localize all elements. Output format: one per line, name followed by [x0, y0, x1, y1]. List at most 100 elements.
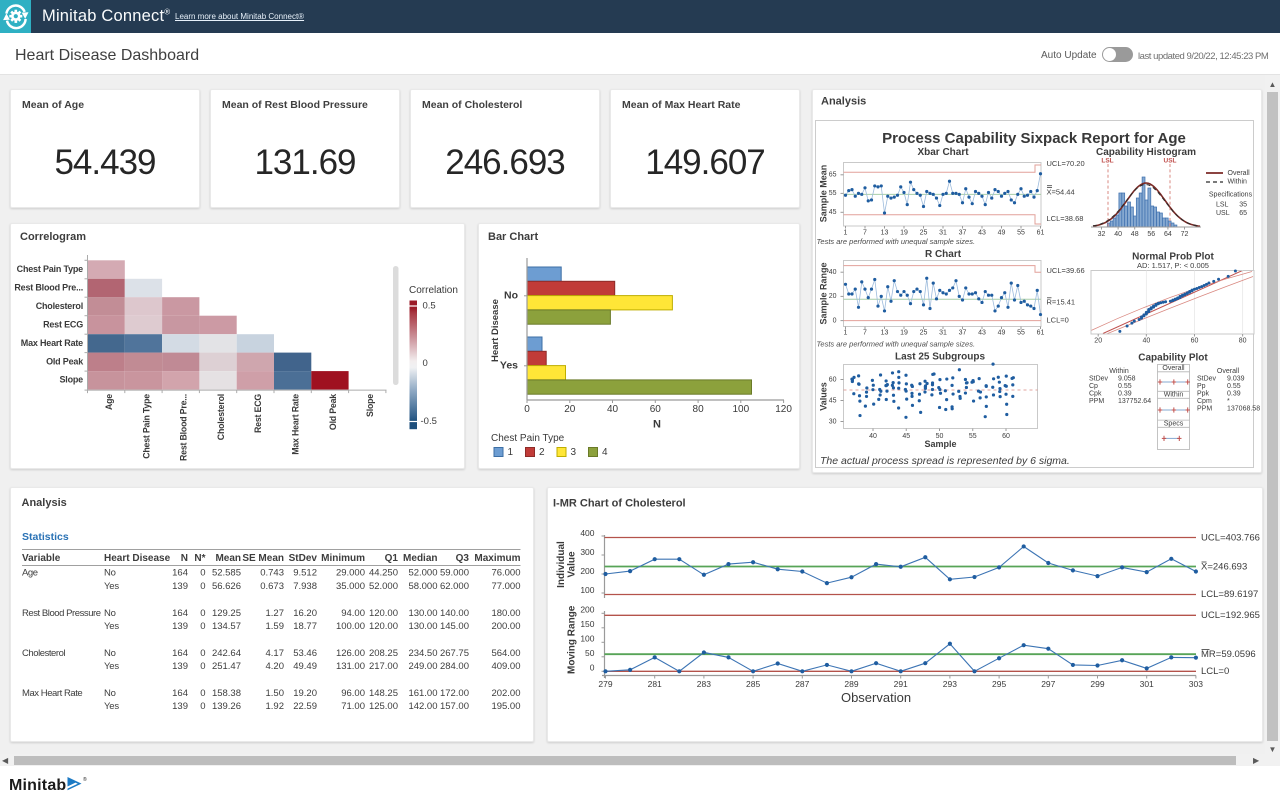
svg-text:409.00: 409.00: [491, 661, 520, 672]
svg-text:164: 164: [172, 608, 188, 619]
svg-text:299: 299: [1090, 679, 1104, 689]
svg-text:60: 60: [829, 376, 837, 383]
svg-text:126.00: 126.00: [336, 648, 365, 659]
svg-text:40: 40: [869, 433, 877, 440]
svg-text:Ppk: Ppk: [1197, 390, 1210, 397]
svg-text:Within: Within: [1228, 179, 1248, 186]
svg-text:22.59: 22.59: [293, 701, 317, 712]
svg-text:0: 0: [524, 404, 530, 415]
svg-text:279: 279: [598, 679, 612, 689]
svg-text:120: 120: [775, 404, 792, 415]
svg-text:100.00: 100.00: [336, 621, 365, 632]
svg-text:180.00: 180.00: [491, 608, 520, 619]
svg-text:0.743: 0.743: [260, 568, 284, 579]
svg-text:N: N: [181, 553, 188, 564]
svg-text:Chest Pain Type: Chest Pain Type: [17, 264, 84, 274]
svg-text:139: 139: [172, 581, 188, 592]
svg-text:-0.5: -0.5: [421, 416, 437, 427]
svg-text:77.000: 77.000: [491, 581, 520, 592]
svg-text:X=246.693: X=246.693: [1201, 562, 1247, 573]
svg-text:96.00: 96.00: [341, 688, 365, 699]
svg-text:Slope: Slope: [59, 375, 83, 385]
svg-text:49: 49: [998, 229, 1006, 236]
svg-text:No: No: [504, 290, 518, 302]
svg-text:62.000: 62.000: [440, 581, 469, 592]
svg-text:Yes: Yes: [104, 701, 119, 712]
svg-text:55: 55: [969, 433, 977, 440]
svg-text:13: 13: [881, 229, 889, 236]
svg-text:49: 49: [998, 330, 1006, 337]
svg-text:Last 25 Subgroups: Last 25 Subgroups: [895, 352, 985, 363]
svg-text:137068.58: 137068.58: [1227, 405, 1260, 412]
svg-text:Rest Blood Pre...: Rest Blood Pre...: [179, 394, 189, 461]
svg-text:1.92: 1.92: [266, 701, 285, 712]
svg-text:18.77: 18.77: [293, 621, 317, 632]
svg-text:0.673: 0.673: [260, 581, 284, 592]
svg-text:LSL: LSL: [1216, 202, 1229, 209]
svg-text:281: 281: [648, 679, 662, 689]
svg-text:3: 3: [571, 447, 577, 458]
svg-text:Max Heart Rate: Max Heart Rate: [21, 338, 83, 348]
svg-text:LCL=38.68: LCL=38.68: [1047, 214, 1084, 223]
svg-text:65: 65: [829, 172, 837, 179]
svg-text:40: 40: [829, 269, 837, 276]
svg-text:Median: Median: [403, 553, 437, 564]
svg-text:120.00: 120.00: [369, 608, 398, 619]
svg-text:0.39: 0.39: [1227, 390, 1241, 397]
svg-text:Chest Pain Type: Chest Pain Type: [491, 433, 565, 444]
svg-text:55: 55: [1017, 330, 1025, 337]
svg-text:55: 55: [829, 190, 837, 197]
svg-text:267.75: 267.75: [440, 648, 469, 659]
svg-text:249.00: 249.00: [408, 661, 437, 672]
svg-text:19.20: 19.20: [293, 688, 317, 699]
svg-text:145.00: 145.00: [440, 621, 469, 632]
svg-text:20: 20: [829, 293, 837, 300]
svg-text:N*: N*: [194, 553, 205, 564]
svg-text:140.00: 140.00: [440, 608, 469, 619]
svg-text:Maximum: Maximum: [474, 553, 520, 564]
svg-text:4.17: 4.17: [266, 648, 285, 659]
svg-text:Rest Blood Pre...: Rest Blood Pre...: [14, 282, 83, 292]
svg-text:130.00: 130.00: [408, 608, 437, 619]
svg-text:100: 100: [732, 404, 749, 415]
svg-text:*: *: [1227, 398, 1230, 405]
svg-text:Cpm: Cpm: [1197, 398, 1212, 405]
svg-text:45: 45: [829, 397, 837, 404]
svg-text:45: 45: [902, 433, 910, 440]
svg-text:7.938: 7.938: [293, 581, 317, 592]
svg-text:Yes: Yes: [104, 581, 119, 592]
svg-text:Value: Value: [567, 551, 578, 578]
svg-text:MR=59.0596: MR=59.0596: [1201, 649, 1256, 660]
svg-text:139.26: 139.26: [212, 701, 241, 712]
svg-text:Minitab: Minitab: [9, 777, 66, 794]
svg-text:49.49: 49.49: [293, 661, 317, 672]
svg-text:0: 0: [200, 581, 205, 592]
svg-text:139: 139: [172, 621, 188, 632]
svg-text:Heart Disease: Heart Disease: [490, 299, 501, 362]
svg-text:UCL=192.965: UCL=192.965: [1201, 610, 1260, 621]
svg-text:295: 295: [992, 679, 1006, 689]
svg-text:40: 40: [607, 404, 619, 415]
svg-text:Yes: Yes: [104, 621, 119, 632]
svg-text:2: 2: [539, 447, 545, 458]
svg-text:20: 20: [564, 404, 576, 415]
svg-text:Yes: Yes: [500, 360, 518, 372]
svg-text:40: 40: [1142, 337, 1150, 344]
svg-text:USL: USL: [1216, 210, 1230, 217]
svg-text:65: 65: [1239, 210, 1247, 217]
svg-text:Within: Within: [1164, 392, 1184, 399]
svg-text:Analysis: Analysis: [22, 497, 67, 509]
svg-text:208.25: 208.25: [369, 648, 398, 659]
svg-text:0: 0: [200, 648, 205, 659]
svg-text:131.00: 131.00: [336, 661, 365, 672]
svg-text:Process Capability Sixpack Rep: Process Capability Sixpack Report for Ag…: [882, 130, 1186, 147]
svg-text:284.00: 284.00: [440, 661, 469, 672]
svg-text:I-MR Chart of Cholesterol: I-MR Chart of Cholesterol: [553, 497, 686, 509]
svg-text:UCL=403.766: UCL=403.766: [1201, 533, 1260, 544]
svg-text:400: 400: [580, 528, 594, 538]
svg-text:139: 139: [172, 701, 188, 712]
svg-text:72: 72: [1181, 231, 1189, 238]
svg-text:7: 7: [863, 229, 867, 236]
svg-text:0: 0: [200, 701, 205, 712]
svg-text:Max Heart Rate: Max Heart Rate: [290, 394, 300, 455]
